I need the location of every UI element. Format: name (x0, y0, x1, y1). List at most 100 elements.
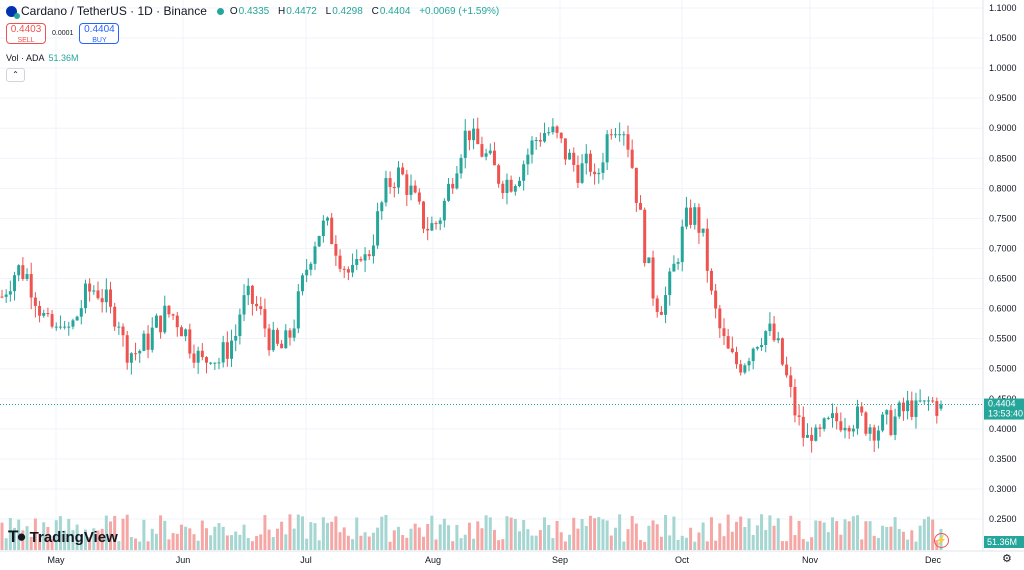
volume-bar (547, 524, 551, 550)
volume-bar (359, 535, 363, 550)
volume-bar (184, 526, 188, 550)
volume-bar (246, 538, 250, 550)
volume-bar (584, 525, 588, 550)
candle-body (384, 178, 388, 203)
volume-bar (422, 536, 426, 550)
volume-bar (129, 537, 133, 550)
volume-bar (401, 535, 405, 550)
candle-body (259, 306, 263, 310)
candle-body (613, 134, 617, 136)
volume-bar (847, 521, 851, 550)
tradingview-logo[interactable]: T● TradingView (8, 527, 118, 547)
spread-value: 0.0001 (52, 30, 74, 37)
volume-bars (0, 514, 943, 550)
volume-legend[interactable]: Vol · ADA 51.36M (6, 53, 79, 63)
candle-body (459, 157, 463, 174)
high-value: 0.4472 (286, 5, 317, 17)
candle-body (438, 220, 442, 224)
price-tick: 1.0000 (989, 63, 1017, 73)
volume-bar (392, 530, 396, 550)
candle-body (517, 180, 521, 187)
volume-bar (926, 516, 930, 550)
candle-body (622, 134, 626, 136)
collapse-legend-button[interactable]: ⌃ (6, 68, 25, 82)
price-tick: 0.3000 (989, 484, 1017, 494)
time-tick: Nov (802, 555, 819, 565)
candle-body (926, 400, 930, 402)
time-tick: Aug (425, 555, 441, 565)
candle-body (697, 207, 701, 233)
volume-bar (159, 515, 163, 550)
candle-body (572, 152, 576, 165)
candle-body (150, 327, 154, 350)
low-label: L (325, 5, 332, 17)
candle-body (839, 421, 843, 431)
volume-bar (313, 523, 317, 550)
candle-body (922, 400, 926, 402)
candle-body (63, 326, 67, 328)
candle-body (417, 192, 421, 202)
candle-body (480, 144, 484, 157)
candle-body (509, 179, 513, 192)
volume-bar (651, 520, 655, 550)
candle-body (910, 400, 914, 417)
candle-body (267, 328, 271, 351)
candle-body (58, 326, 62, 328)
candle-body (547, 132, 551, 134)
buy-button[interactable]: 0.4404 BUY (79, 23, 120, 44)
symbol-title[interactable]: Cardano / TetherUS · 1D · Binance (21, 4, 207, 18)
sell-button[interactable]: 0.4403 SELL (6, 23, 46, 44)
candle-body (889, 410, 893, 435)
volume-bar (280, 521, 284, 550)
candle-body (668, 271, 672, 296)
volume-bar (735, 521, 739, 550)
candle-body (860, 406, 864, 413)
volume-bar (405, 537, 409, 550)
volume-bar (29, 536, 33, 550)
time-tick: Sep (552, 555, 568, 565)
candle-body (534, 139, 538, 141)
volume-bar (901, 531, 905, 550)
volume-bar (668, 535, 672, 550)
gear-icon[interactable]: ⚙ (1002, 553, 1012, 565)
volume-bar (259, 534, 263, 550)
volume-bar (179, 524, 183, 550)
candle-body (906, 400, 910, 412)
candle-body (317, 236, 321, 247)
volume-bar (492, 529, 496, 550)
volume-bar (534, 535, 538, 550)
candle-body (885, 410, 889, 415)
volume-bar (125, 514, 129, 550)
candle-body (918, 400, 922, 402)
candle-body (730, 348, 734, 353)
volume-bar (163, 520, 167, 550)
volume-bar (601, 519, 605, 550)
candle-body (255, 303, 259, 307)
lightning-icon[interactable]: ⚡ (934, 533, 949, 548)
volume-bar (263, 515, 267, 550)
volume-bar (8, 518, 12, 550)
volume-bar (33, 518, 37, 550)
volume-bar (88, 537, 92, 550)
price-tick: 0.6000 (989, 304, 1017, 314)
volume-bar (697, 532, 701, 550)
volume-bar (918, 525, 922, 550)
ohlc-values: O0.4335 H0.4472 L0.4298 C0.4404 +0.0069 … (230, 6, 505, 17)
candle-body (380, 202, 384, 212)
volume-bar (321, 517, 325, 550)
candle-body (659, 311, 663, 315)
volume-bar (488, 517, 492, 550)
candle-body (121, 326, 125, 336)
time-tick: Jun (176, 555, 191, 565)
candle-body (601, 162, 605, 173)
candle-body (167, 305, 171, 315)
volume-bar (196, 540, 200, 550)
volume-bar (672, 516, 676, 550)
candle-body (672, 263, 676, 272)
price-tick: 0.5500 (989, 334, 1017, 344)
volume-bar (876, 537, 880, 550)
candle-body (705, 228, 709, 271)
volume-bar (371, 532, 375, 550)
candle-body (422, 201, 426, 229)
